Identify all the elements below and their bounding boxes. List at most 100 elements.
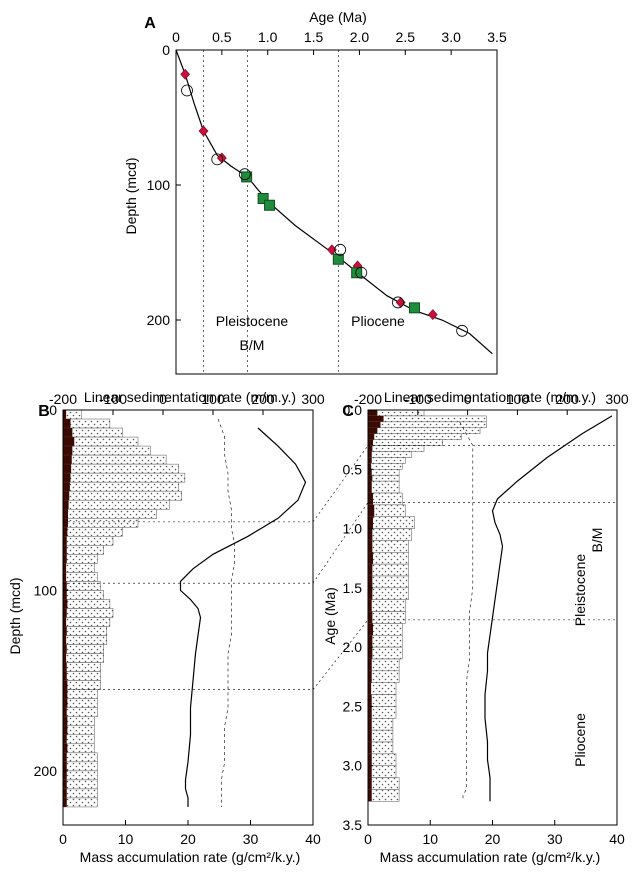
b-dark-mar-bar (63, 491, 70, 501)
panel-a-circle-marker (392, 296, 404, 309)
c-dark-mar-bar (368, 718, 372, 731)
panel-a-x-tick-label: 1.5 (304, 29, 324, 45)
panel-a-diamond-marker (427, 309, 438, 321)
panel-connector-line (312, 502, 369, 584)
b-total-mar-bar (62, 481, 179, 492)
panel-a-x-tick-label: 0.5 (212, 29, 232, 45)
panel-a-age-depth-curve (175, 49, 493, 355)
b-dark-mar-bar (63, 419, 71, 429)
c-total-mar-bar (367, 540, 409, 553)
b-dark-mar-bar (63, 752, 67, 762)
panel-c-x-tick-label: 20 (485, 831, 501, 847)
panel-a-square-marker (241, 171, 253, 183)
c-total-mar-bar (367, 474, 400, 482)
panel-a-circle-marker (211, 153, 224, 166)
b-total-mar-bar (62, 454, 167, 465)
panel-c-y-tick-label: 3.0 (343, 758, 363, 774)
panel-c-label: C (342, 403, 354, 420)
panel-a-circle-marker (181, 84, 193, 97)
c-total-mar-bar (367, 694, 397, 707)
c-total-mar-bar (367, 658, 400, 672)
panel-c-y-axis-title: Age (Ma) (322, 587, 338, 645)
b-total-mar-bar (62, 743, 95, 754)
panel-b-y-tick-label: 200 (34, 763, 58, 779)
c-total-mar-bar (367, 480, 400, 494)
panel-c-y-tick-label: 1.0 (343, 521, 363, 537)
panel-a-circle-marker (334, 243, 347, 256)
panel-b-top-tick-label: -100 (99, 391, 127, 407)
b-total-mar-bar (62, 590, 104, 600)
b-total-mar-bar (62, 626, 107, 636)
c-dark-mar-bar (368, 564, 373, 576)
c-dark-mar-bar (368, 504, 375, 517)
panel-a-square-marker (264, 199, 276, 211)
b-dark-mar-bar (63, 653, 67, 663)
c-dark-mar-bar (368, 789, 372, 802)
b-total-mar-bar (62, 725, 95, 736)
b-dark-mar-bar (63, 482, 70, 492)
panel-a-x-tick-label: 0 (172, 29, 180, 45)
panel-b-y-tick-label: 0 (49, 402, 57, 418)
b-dark-mar-bar (63, 698, 68, 708)
panel-a-pliocene-label: Pliocene (351, 313, 405, 329)
panel-c-bm-label: B/M (589, 528, 605, 553)
c-dark-mar-bar (368, 433, 375, 440)
c-total-mar-bar (367, 451, 412, 458)
b-total-mar-bar (62, 788, 98, 799)
panel-c-dashed-curve (459, 421, 474, 802)
panel-a-y-tick-label: 0 (162, 42, 170, 58)
b-total-mar-bar (62, 545, 104, 555)
b-dark-mar-bar (63, 590, 67, 600)
panel-c-pleistocene-label: Pleistocene (572, 554, 588, 627)
panel-c-top-tick-label: 0 (464, 391, 472, 407)
panel-a-pleistocene-label: Pleistocene (216, 313, 289, 329)
c-total-mar-bar (367, 469, 400, 476)
c-dark-mar-bar (368, 599, 372, 612)
c-total-mar-bar (367, 433, 462, 440)
panel-b-x-tick-label: 10 (118, 831, 134, 847)
panel-c-y-tick-label: 2.0 (343, 639, 363, 655)
panel-a-y-tick-label: 100 (147, 177, 171, 193)
b-total-mar-bar (62, 689, 98, 699)
panel-b-top-tick-label: -200 (49, 391, 77, 407)
c-dark-mar-bar (368, 730, 372, 742)
c-dark-mar-bar (368, 421, 381, 428)
b-dark-mar-bar (63, 788, 67, 798)
panel-a-square-marker (257, 193, 269, 204)
c-total-mar-bar (367, 575, 409, 589)
panel-a-x-tick-label: 3.5 (487, 29, 507, 45)
c-dark-mar-bar (368, 635, 373, 648)
c-total-mar-bar (367, 563, 409, 577)
c-dark-mar-bar (368, 765, 372, 778)
panel-a-label: A (144, 15, 156, 32)
b-dark-mar-bar (63, 671, 67, 681)
c-dark-mar-bar (368, 552, 373, 565)
c-total-mar-bar (367, 552, 409, 565)
c-total-mar-bar (367, 516, 415, 529)
c-total-mar-bar (367, 753, 397, 766)
b-total-mar-bar (62, 490, 182, 501)
panel-a-square-marker (332, 253, 344, 265)
c-total-mar-bar (367, 646, 403, 660)
b-total-mar-bar (62, 653, 104, 663)
c-dark-mar-bar (368, 463, 372, 470)
c-dark-mar-bar (368, 753, 372, 766)
panel-a-diamond-marker (180, 68, 191, 80)
panel-c-y-tick-label: 3.5 (343, 817, 363, 833)
panel-b-label: B (38, 403, 50, 420)
panel-b-top-tick-label: 300 (301, 391, 325, 407)
b-total-mar-bar (62, 499, 170, 510)
c-dark-mar-bar (368, 415, 384, 422)
b-dark-mar-bar (63, 761, 67, 771)
b-total-mar-bar (62, 779, 98, 790)
b-total-mar-bar (62, 572, 98, 582)
panel-a-x-tick-label: 1.0 (258, 29, 278, 45)
panel-c-sedimentation-rate-curve (484, 415, 613, 802)
b-dark-mar-bar (63, 563, 67, 573)
b-dark-mar-bar (63, 716, 68, 726)
panel-b-top-tick-label: 0 (159, 391, 167, 407)
panel-c-top-tick-label: -200 (354, 391, 382, 407)
b-total-mar-bar (62, 761, 98, 772)
c-dark-mar-bar (368, 694, 372, 707)
